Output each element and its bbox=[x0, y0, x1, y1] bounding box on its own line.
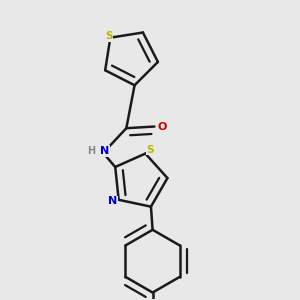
Text: N: N bbox=[100, 146, 110, 156]
Text: O: O bbox=[158, 122, 167, 131]
Text: H: H bbox=[88, 146, 96, 156]
Text: S: S bbox=[147, 145, 154, 154]
Text: S: S bbox=[105, 31, 112, 41]
Text: N: N bbox=[108, 196, 117, 206]
